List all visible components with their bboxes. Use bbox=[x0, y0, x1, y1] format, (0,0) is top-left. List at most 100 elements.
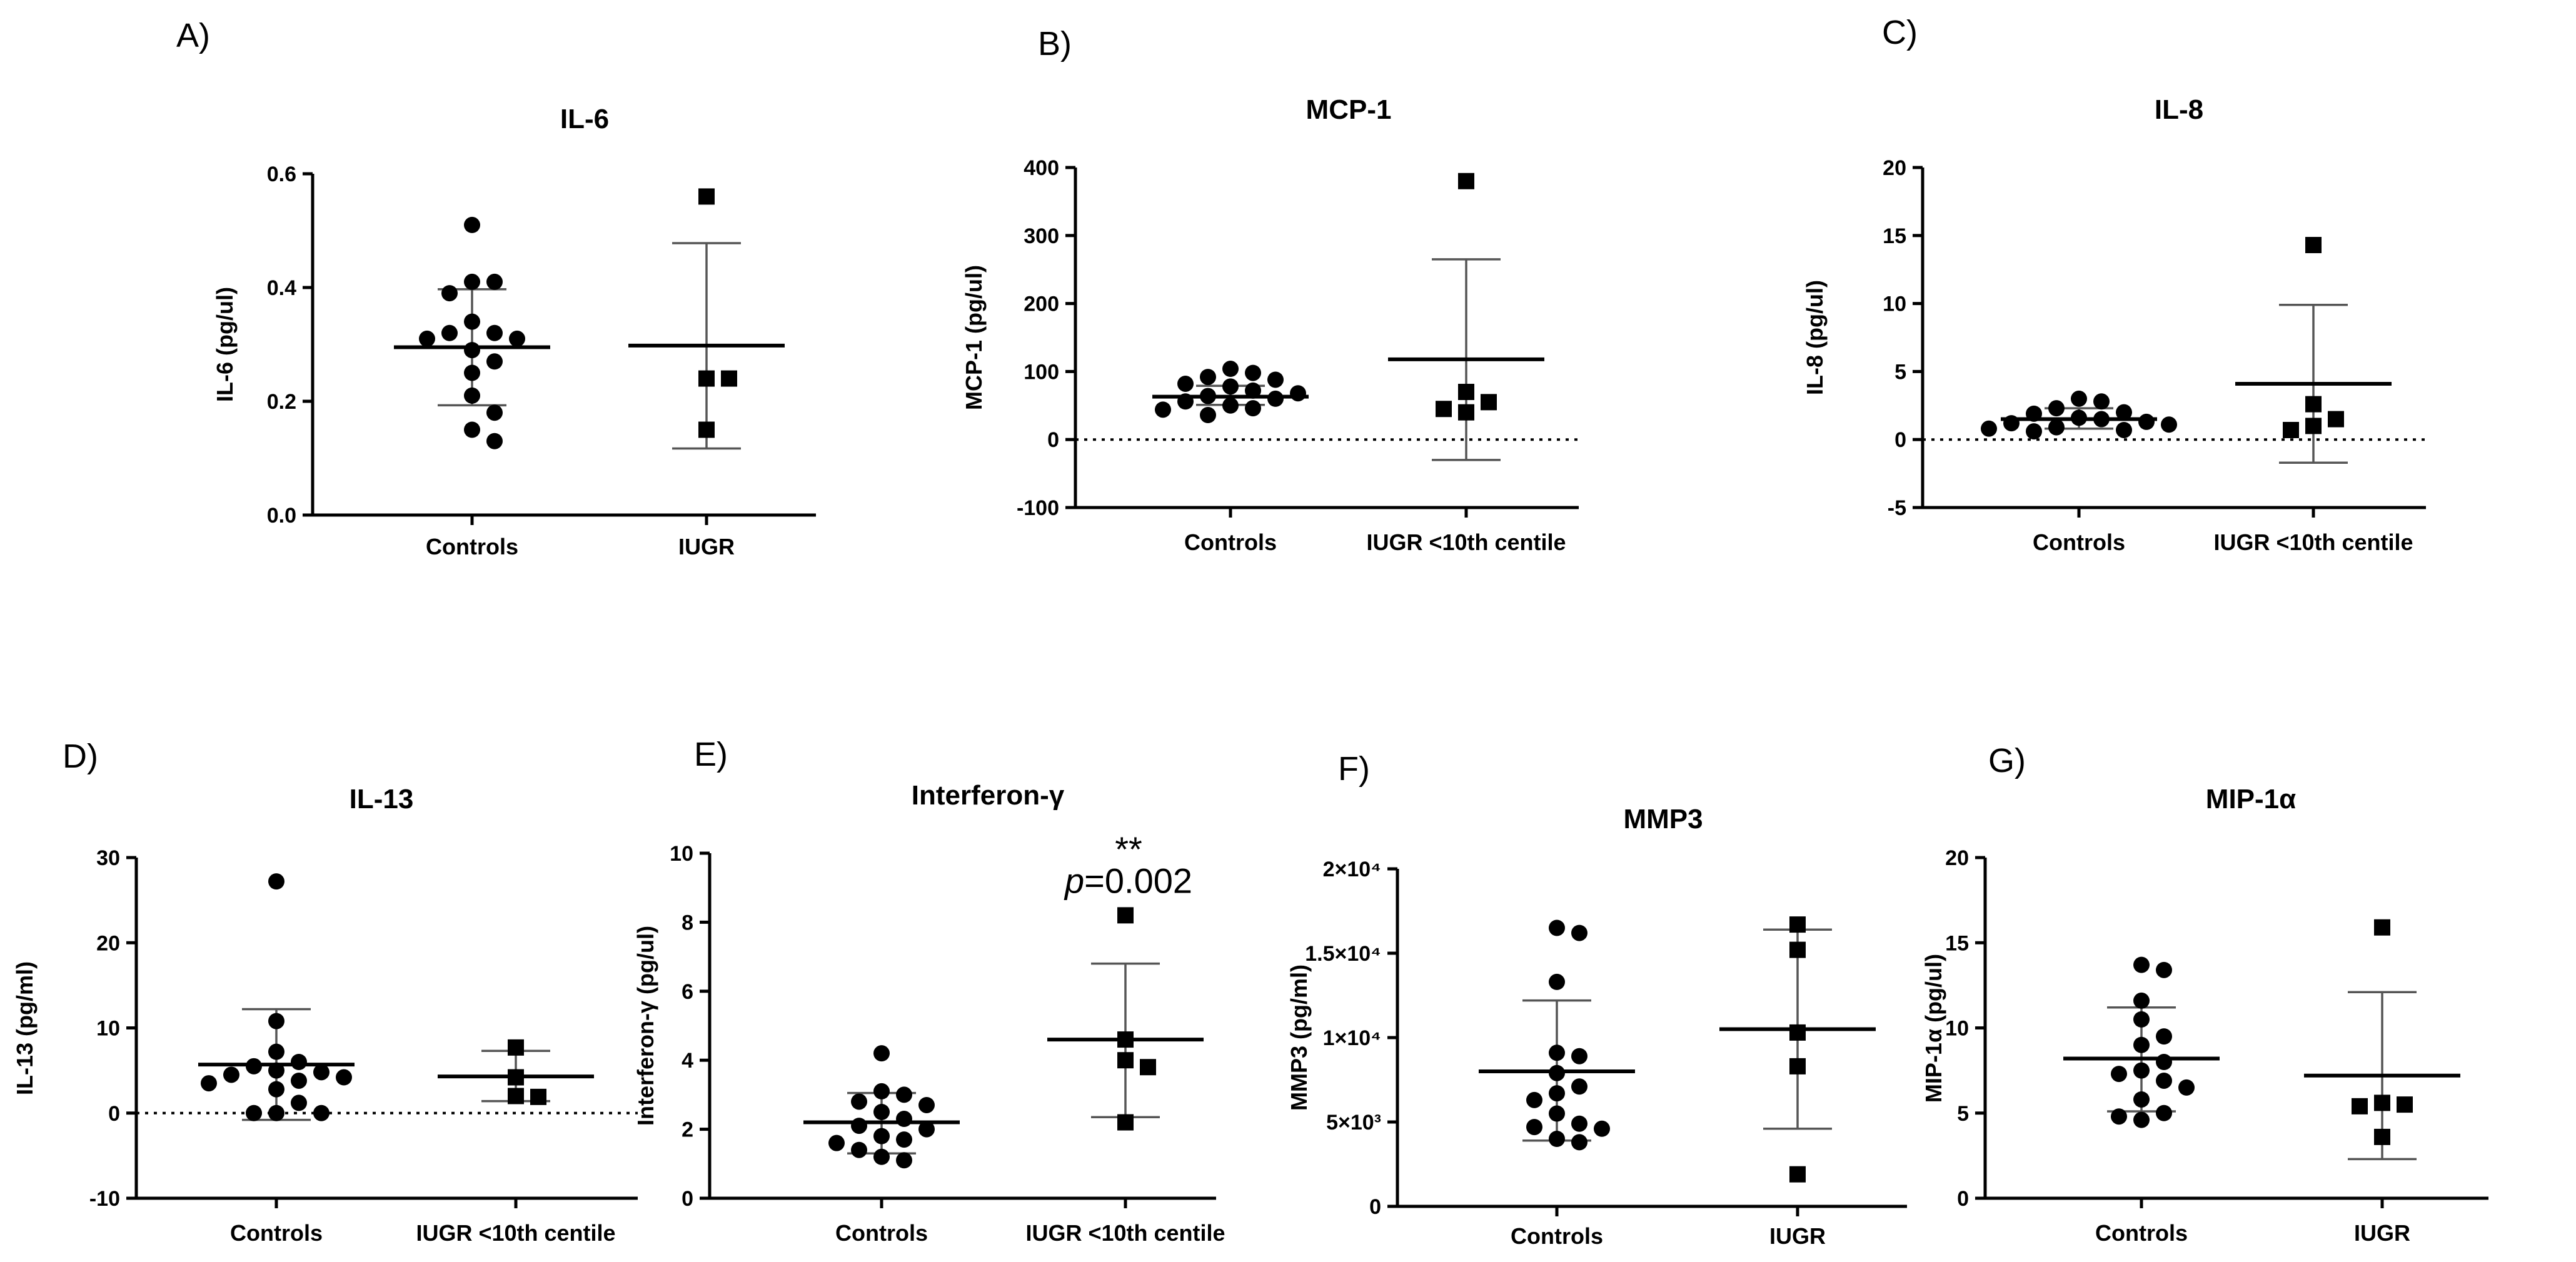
y-tick-label: 0.0 bbox=[267, 504, 296, 528]
y-tick-label: 20 bbox=[96, 931, 120, 955]
data-point-circle bbox=[2156, 961, 2172, 978]
data-point-circle bbox=[2116, 404, 2132, 421]
data-point-square bbox=[698, 421, 715, 438]
y-tick-label: 1.5×10⁴ bbox=[1305, 942, 1381, 966]
data-point-circle bbox=[1222, 397, 1239, 414]
data-point-circle bbox=[268, 1081, 284, 1098]
data-point-circle bbox=[873, 1104, 890, 1120]
data-point-circle bbox=[1549, 1064, 1565, 1081]
data-point-circle bbox=[268, 1104, 284, 1121]
chart-title: IL-8 bbox=[2155, 94, 2203, 125]
y-tick-label: -100 bbox=[1017, 496, 1059, 520]
data-point-circle bbox=[464, 313, 480, 330]
data-point-circle bbox=[1549, 973, 1565, 990]
y-tick-label: 15 bbox=[1945, 931, 1969, 955]
y-tick-label: 5 bbox=[1957, 1102, 1969, 1126]
chart-panel-e: E) Interferon-γ 0 2 4 6 8 10 Interferon-γ (pg/ul… bbox=[633, 736, 1225, 1246]
y-tick-label: 5 bbox=[1894, 360, 1906, 384]
y-tick-label: 1×10⁴ bbox=[1323, 1026, 1381, 1050]
data-point-circle bbox=[2161, 416, 2177, 433]
y-tick-label: 400 bbox=[1024, 156, 1059, 180]
p-value: =0.002 bbox=[1084, 861, 1192, 901]
panel-letter: E) bbox=[694, 736, 728, 773]
x-category-label: Controls bbox=[230, 1220, 323, 1246]
data-point-circle bbox=[1267, 371, 1284, 388]
data-point-circle bbox=[1571, 1078, 1587, 1095]
data-point-circle bbox=[2003, 415, 2020, 432]
y-tick-label: 20 bbox=[1883, 156, 1906, 180]
p-symbol: p bbox=[1064, 861, 1084, 901]
y-tick-label: 300 bbox=[1024, 224, 1059, 248]
x-category-label: Controls bbox=[426, 534, 518, 559]
y-tick-label: 10 bbox=[1883, 293, 1906, 316]
data-point-circle bbox=[1549, 1131, 1565, 1147]
data-point-circle bbox=[1200, 369, 1216, 386]
y-tick-label: 100 bbox=[1024, 360, 1059, 384]
data-point-square bbox=[2305, 418, 2322, 434]
y-axis-label: IL-13 (pg/ml) bbox=[12, 961, 38, 1095]
panel-letter: C) bbox=[1882, 14, 1918, 51]
data-point-circle bbox=[2048, 400, 2065, 417]
data-point-circle bbox=[851, 1141, 867, 1158]
y-tick-label: 20 bbox=[1945, 846, 1969, 870]
y-axis-label: MIP-1α (pg/ul) bbox=[1921, 954, 1946, 1103]
data-point-square bbox=[530, 1088, 546, 1105]
y-tick-label: 10 bbox=[670, 842, 693, 866]
data-point-circle bbox=[291, 1072, 307, 1089]
data-point-circle bbox=[1200, 388, 1216, 404]
x-category-label: IUGR <10th centile bbox=[1366, 529, 1566, 555]
y-tick-label: 8 bbox=[682, 911, 693, 934]
data-point-circle bbox=[828, 1134, 845, 1151]
data-point-square bbox=[698, 188, 715, 205]
data-point-circle bbox=[486, 353, 503, 370]
data-point-circle bbox=[313, 1104, 330, 1121]
y-tick-label: 0 bbox=[1369, 1195, 1381, 1219]
data-point-square bbox=[1117, 1114, 1134, 1131]
data-point-circle bbox=[486, 273, 503, 290]
data-point-circle bbox=[1549, 919, 1565, 936]
data-point-circle bbox=[464, 273, 480, 290]
data-point-circle bbox=[2071, 390, 2087, 407]
data-point-circle bbox=[246, 1104, 262, 1121]
chart-title: IL-6 bbox=[560, 104, 609, 134]
data-point-circle bbox=[419, 330, 435, 347]
data-point-square bbox=[698, 370, 715, 387]
data-point-circle bbox=[2178, 1079, 2195, 1096]
data-point-circle bbox=[1526, 1091, 1542, 1108]
data-point-square bbox=[1789, 941, 1806, 958]
data-point-square bbox=[1789, 1058, 1806, 1074]
data-point-circle bbox=[464, 387, 480, 404]
data-point-square bbox=[1789, 1166, 1806, 1183]
data-point-circle bbox=[918, 1096, 935, 1113]
data-point-circle bbox=[2048, 419, 2065, 436]
data-point-circle bbox=[464, 364, 480, 381]
x-category-label: IUGR <10th centile bbox=[2213, 529, 2413, 555]
data-point-circle bbox=[2133, 1036, 2150, 1053]
data-point-circle bbox=[1290, 385, 1306, 402]
data-point-circle bbox=[896, 1152, 912, 1169]
chart-panel-f: F) MMP3 0 5×10³ 1×10⁴ 1.5×10⁴ 2×10⁴ MMP3 (pg/ml… bbox=[1286, 750, 1907, 1249]
data-point-circle bbox=[1177, 393, 1194, 410]
data-point-circle bbox=[1222, 361, 1239, 378]
y-tick-label: 0.4 bbox=[267, 276, 296, 300]
data-point-square bbox=[1140, 1059, 1156, 1076]
panel-letter: F) bbox=[1338, 750, 1370, 788]
data-point-square bbox=[1458, 173, 1474, 189]
data-point-circle bbox=[268, 1013, 284, 1029]
data-point-circle bbox=[2133, 956, 2150, 973]
data-point-circle bbox=[2116, 421, 2132, 438]
x-category-label: IUGR bbox=[1769, 1223, 1826, 1249]
data-point-square bbox=[2397, 1096, 2413, 1113]
data-point-circle bbox=[464, 421, 480, 438]
y-axis-label: IL-6 (pg/ul) bbox=[212, 287, 238, 402]
data-point-circle bbox=[896, 1086, 912, 1103]
data-point-circle bbox=[2026, 405, 2042, 422]
data-point-square bbox=[2374, 919, 2390, 936]
x-category-label: IUGR <10th centile bbox=[1025, 1220, 1225, 1246]
y-tick-label: 2 bbox=[682, 1118, 693, 1142]
data-point-circle bbox=[1571, 1115, 1587, 1132]
data-point-circle bbox=[509, 330, 525, 347]
data-point-square bbox=[1117, 1031, 1134, 1048]
x-category-label: Controls bbox=[2095, 1220, 2188, 1246]
